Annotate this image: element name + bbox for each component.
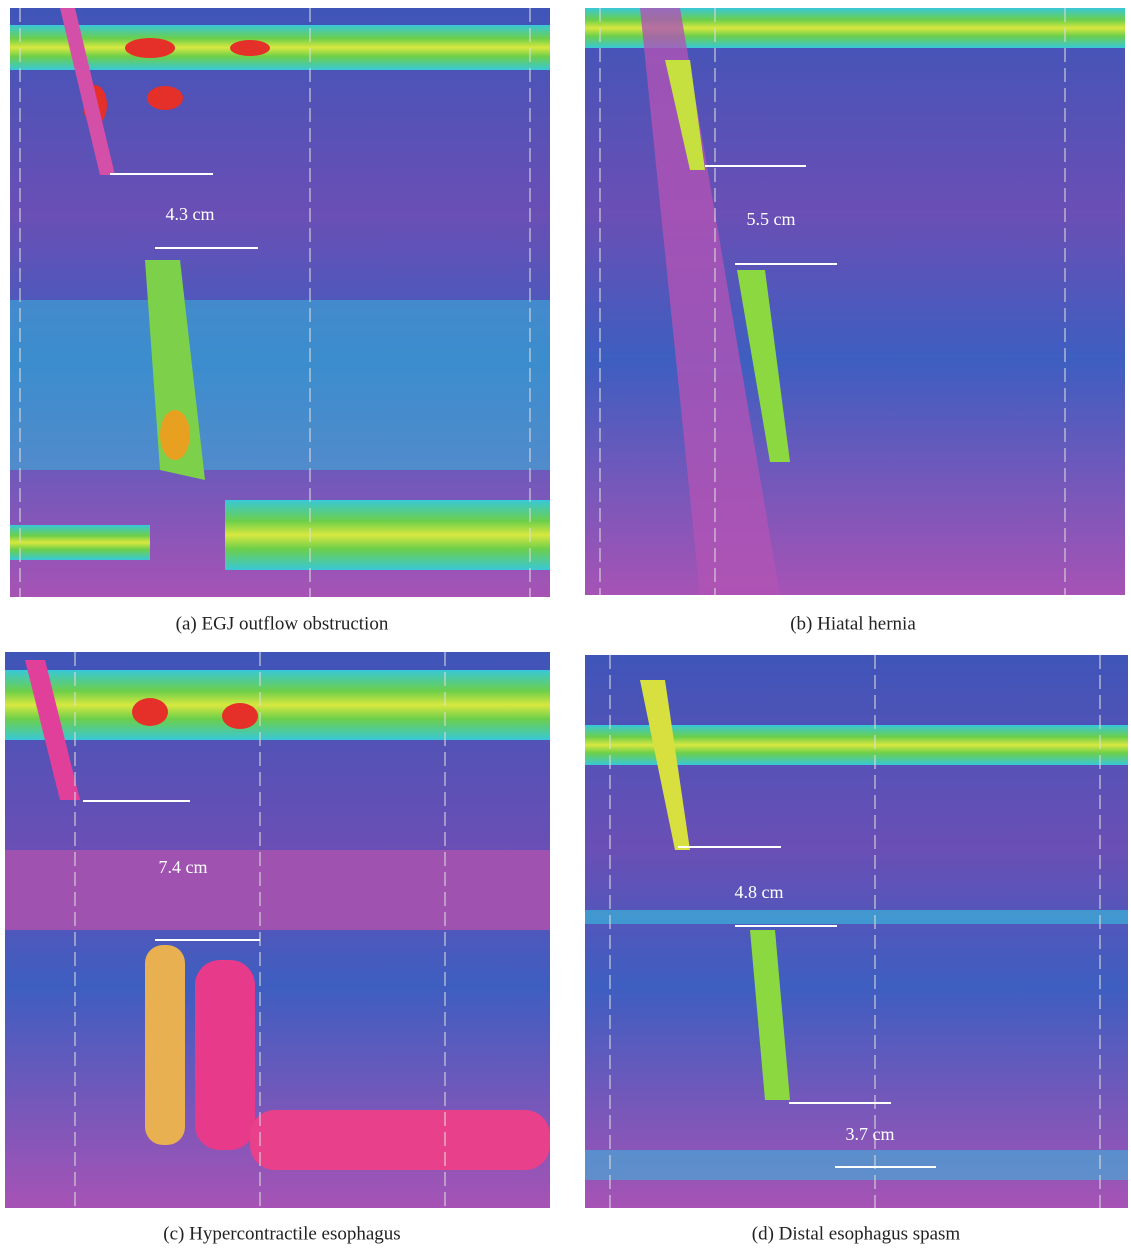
measurement-label: 4.8 cm	[735, 882, 784, 902]
panel-b: 5.5 cm (b) Hiatal hernia	[585, 8, 1125, 634]
measurement-label: 7.4 cm	[159, 857, 208, 877]
panel-c: 7.4 cm (c) Hypercontractile esophagus	[5, 652, 550, 1244]
figure: 4.3 cm (a) EGJ outflow obstruction 5.5 c…	[0, 0, 1131, 1248]
caption: (d) Distal esophagus spasm	[752, 1223, 961, 1244]
panel-a: 4.3 cm (a) EGJ outflow obstruction	[10, 8, 550, 634]
measurement-label: 3.7 cm	[846, 1124, 895, 1144]
caption: (c) Hypercontractile esophagus	[163, 1223, 400, 1244]
panel-d: 4.8 cm 3.7 cm (d) Distal esophagus spasm	[585, 655, 1128, 1244]
caption: (a) EGJ outflow obstruction	[176, 613, 389, 634]
caption: (b) Hiatal hernia	[790, 613, 916, 634]
measurement-label: 4.3 cm	[166, 204, 215, 224]
measurement-label: 5.5 cm	[747, 209, 796, 229]
